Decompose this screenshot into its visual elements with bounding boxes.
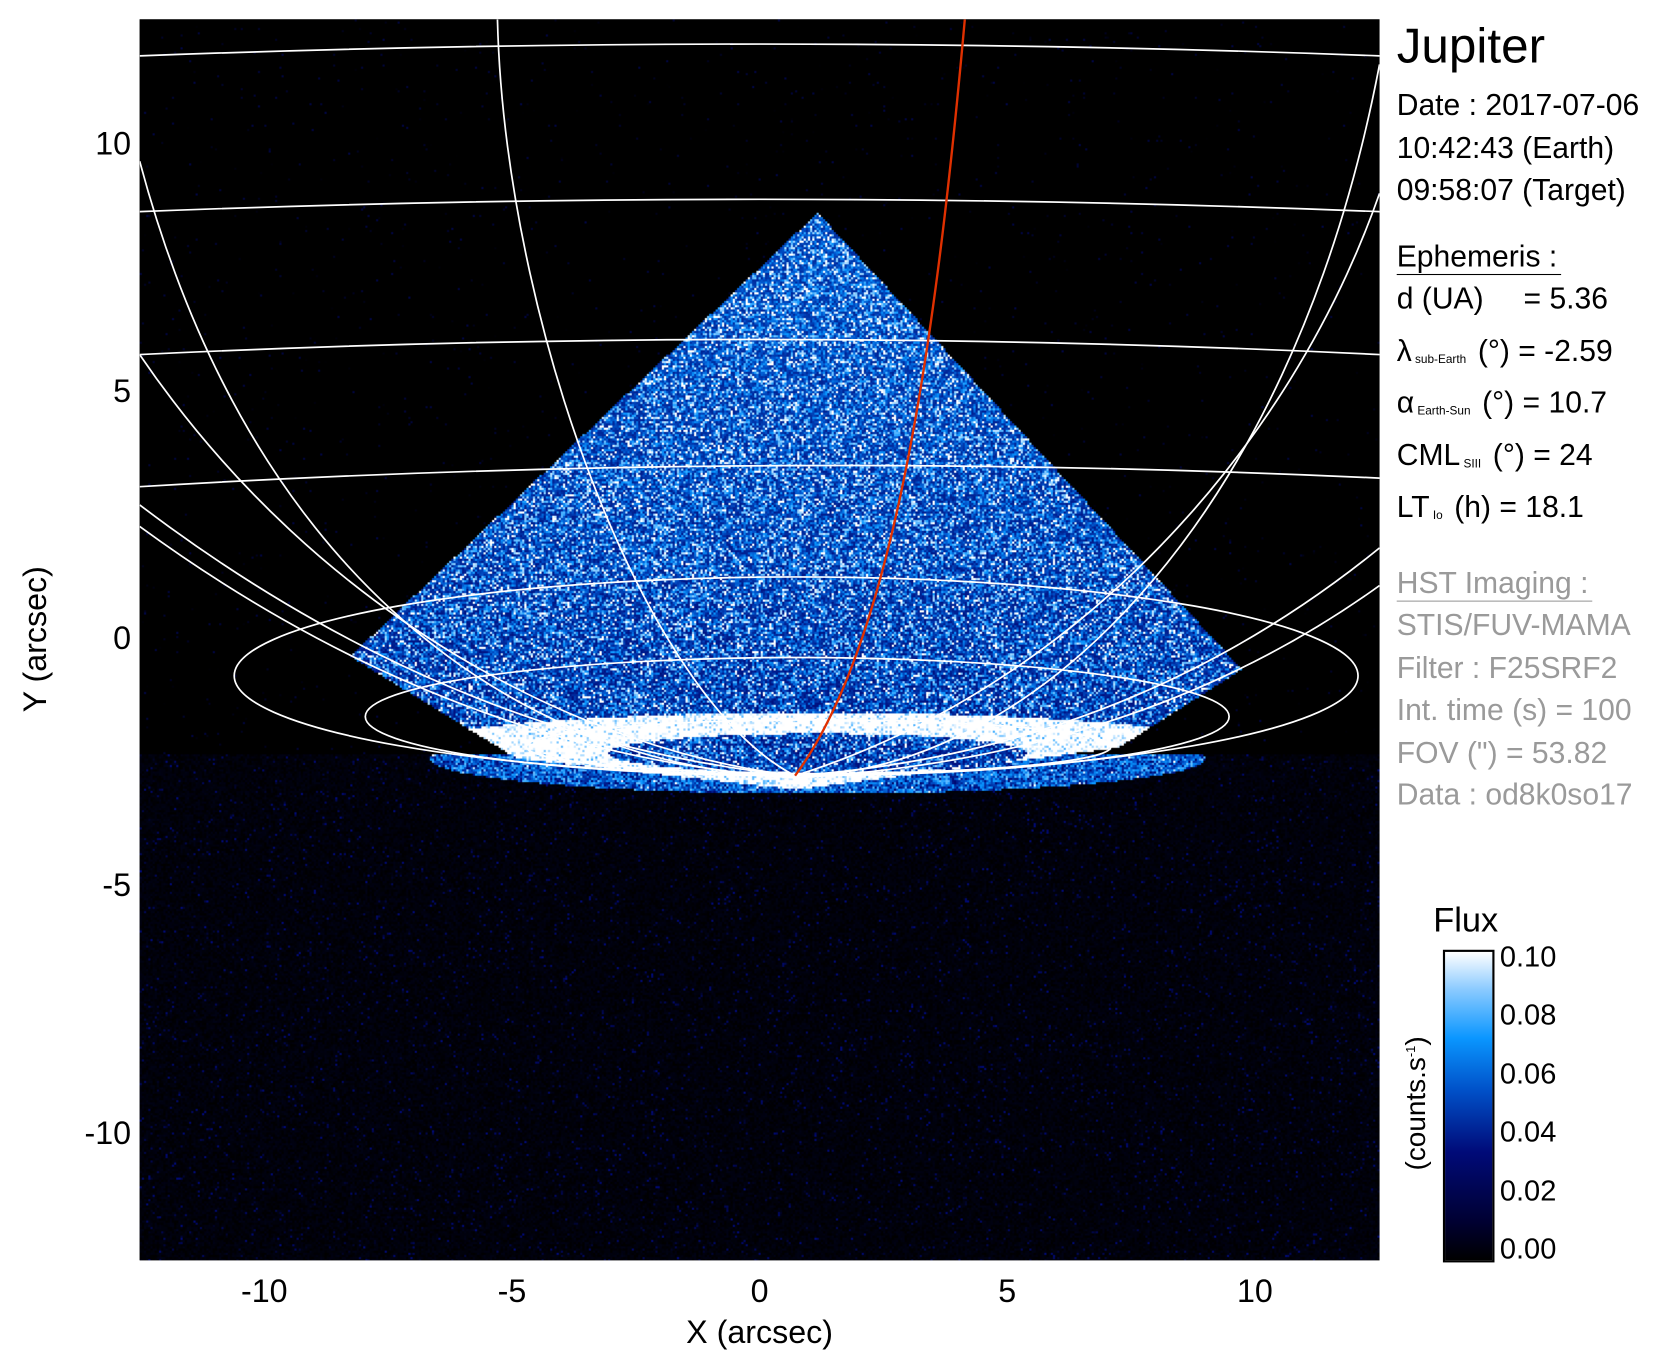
latitude-line xyxy=(526,720,1110,774)
ephemeris-label: α xyxy=(1397,386,1414,419)
limb-line xyxy=(140,505,1380,776)
ephemeris-label: CML xyxy=(1397,438,1461,471)
colorbar-unit-sup: -1 xyxy=(1403,1046,1418,1057)
planetocentric-grid xyxy=(140,19,1380,1260)
colorbar-unit-close: ) xyxy=(1399,1036,1431,1045)
meridian-line xyxy=(140,355,795,776)
hst-header: HST Imaging : xyxy=(1397,566,1593,601)
hst-list: STIS/FUV-MAMA Filter : F25SRF2 Int. time (… xyxy=(1397,604,1676,816)
ephemeris-subscript: Io xyxy=(1433,509,1443,522)
y-tick-label: 5 xyxy=(113,374,131,411)
image-plot-area xyxy=(140,19,1380,1260)
earth-time-text: 10:42:43 (Earth) xyxy=(1397,126,1676,168)
colorbar-tick-label: 0.08 xyxy=(1500,999,1556,1032)
colorbar-tick-label: 0.04 xyxy=(1500,1116,1556,1149)
io-meridian-line xyxy=(795,19,965,775)
x-tick-label: 0 xyxy=(751,1274,769,1311)
colorbar-unit-text: (counts.s xyxy=(1399,1057,1431,1170)
hst-info-row: Filter : F25SRF2 xyxy=(1397,646,1676,688)
y-tick-label: -10 xyxy=(84,1116,131,1153)
ephemeris-value: = 5.36 xyxy=(1498,281,1608,314)
colorbar-tick-label: 0.06 xyxy=(1500,1058,1556,1091)
ephemeris-value: (°) = -2.59 xyxy=(1478,334,1613,367)
date-text: Date : 2017-07-06 xyxy=(1397,84,1676,126)
ephemeris-row: λ sub-Earth (°) = -2.59 xyxy=(1397,329,1676,381)
target-time-text: 09:58:07 (Target) xyxy=(1397,169,1676,211)
planet-title: Jupiter xyxy=(1397,15,1676,75)
info-panel: Jupiter Date : 2017-07-06 10:42:43 (Eart… xyxy=(1397,15,1676,816)
ephemeris-value: (°) = 10.7 xyxy=(1482,386,1607,419)
colorbar-unit: (counts.s-1) xyxy=(1399,1036,1432,1170)
ephemeris-label: LT xyxy=(1397,490,1430,523)
ephemeris-subscript: Earth-Sun xyxy=(1417,405,1470,418)
ephemeris-row: d (UA) = 5.36 xyxy=(1397,277,1676,329)
x-axis-label: X (arcsec) xyxy=(686,1315,833,1352)
x-tick-label: -5 xyxy=(498,1274,527,1311)
ephemeris-label: d (UA) xyxy=(1397,281,1484,314)
latitude-line xyxy=(140,340,1380,355)
x-tick-label: -10 xyxy=(241,1274,288,1311)
hst-info-row: Int. time (s) = 100 xyxy=(1397,689,1676,731)
ephemeris-list: d (UA) = 5.36 λ sub-Earth (°) = -2.59 α Eart… xyxy=(1397,277,1676,538)
meridian-line xyxy=(497,19,795,775)
latitude-line xyxy=(140,199,1380,211)
ephemeris-subscript: sub-Earth xyxy=(1415,353,1466,366)
ephemeris-label: λ xyxy=(1397,334,1412,367)
ephemeris-header: Ephemeris : xyxy=(1397,239,1562,274)
hst-info-row: FOV (") = 53.82 xyxy=(1397,731,1676,773)
latitude-line xyxy=(234,577,1358,775)
y-tick-label: 10 xyxy=(95,126,131,163)
meridian-line xyxy=(795,193,1379,775)
colorbar-tick-label: 0.10 xyxy=(1500,941,1556,974)
colorbar-title: Flux xyxy=(1433,900,1498,940)
ephemeris-row: LT Io (h) = 18.1 xyxy=(1397,486,1676,538)
y-tick-label: 0 xyxy=(113,621,131,658)
ephemeris-row: α Earth-Sun (°) = 10.7 xyxy=(1397,381,1676,433)
hst-info-row: Data : od8k0so17 xyxy=(1397,774,1676,816)
ephemeris-row: CML SIII (°) = 24 xyxy=(1397,434,1676,486)
ephemeris-value: (°) = 24 xyxy=(1493,438,1593,471)
latitude-line xyxy=(140,44,1380,56)
y-axis-label: Y (arcsec) xyxy=(18,566,55,712)
y-tick-label: -5 xyxy=(102,868,131,905)
latitude-line xyxy=(140,465,1380,486)
x-tick-label: 10 xyxy=(1237,1274,1273,1311)
colorbar-tick-label: 0.00 xyxy=(1500,1233,1556,1266)
colorbar xyxy=(1443,950,1495,1263)
ephemeris-value: (h) = 18.1 xyxy=(1454,490,1584,523)
x-tick-label: 5 xyxy=(998,1274,1016,1311)
colorbar-tick-label: 0.02 xyxy=(1500,1174,1556,1207)
ephemeris-subscript: SIII xyxy=(1463,457,1481,470)
hst-info-row: STIS/FUV-MAMA xyxy=(1397,604,1676,646)
